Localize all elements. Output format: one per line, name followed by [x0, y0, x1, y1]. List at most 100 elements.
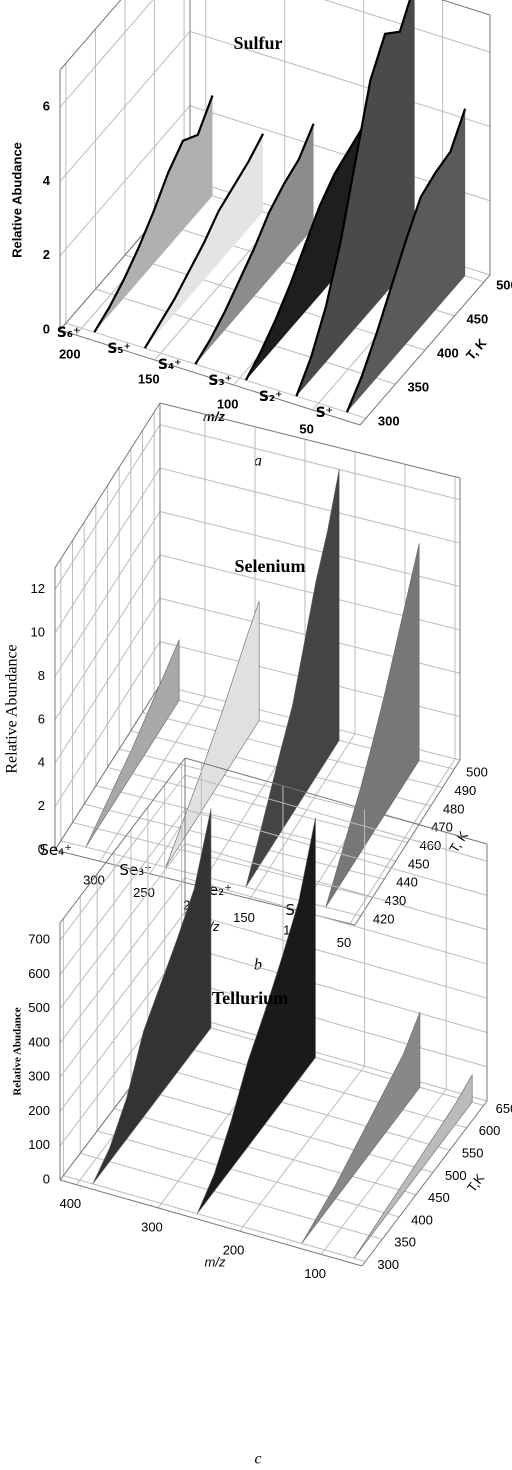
- chart-title: Tellurium: [212, 988, 288, 1008]
- axis-line: [54, 684, 161, 851]
- axis-line: [359, 274, 491, 426]
- z-tick-label: 430: [385, 893, 407, 908]
- axis-line: [361, 1100, 488, 1267]
- x-tick-label: 150: [233, 910, 255, 925]
- y-tick-label: 6: [43, 99, 50, 114]
- y-tick-label: 0: [43, 321, 50, 336]
- ribbon-edge: [244, 124, 366, 381]
- chart-title: Sulfur: [233, 33, 282, 53]
- ribbon: [92, 808, 212, 1185]
- z-tick-label: 480: [443, 801, 465, 816]
- x-tick-label: 200: [59, 346, 81, 361]
- grid-line: [65, 322, 367, 419]
- ribbon-edge: [93, 95, 214, 333]
- ribbon: [196, 817, 316, 1214]
- z-tick-label: 300: [378, 414, 400, 429]
- grid-line: [184, 980, 488, 1068]
- grid-line: [184, 774, 488, 862]
- ribbon-edge: [194, 123, 315, 365]
- series-label: S₆⁺: [57, 325, 81, 341]
- z-tick-label: 550: [462, 1145, 484, 1160]
- grid-line: [349, 758, 456, 925]
- axis-line: [440, 0, 491, 16]
- grid-line: [239, 1065, 365, 1232]
- ribbon: [245, 469, 340, 888]
- grid-line: [72, 822, 373, 898]
- z-tick-label: 400: [411, 1212, 433, 1227]
- z-tick-label: 450: [428, 1190, 450, 1205]
- series-label: S₅⁺: [107, 341, 131, 357]
- grid-line: [84, 803, 385, 880]
- series-label: S₃⁺: [208, 373, 232, 389]
- z-tick-label: 500: [496, 277, 512, 292]
- z-tick-label: 420: [373, 911, 395, 926]
- chart-panel: 0246810123002502001501005042043044045046…: [4, 402, 488, 974]
- axis-line: [59, 329, 361, 426]
- grid-line: [249, 733, 356, 900]
- z-tick-label: 490: [455, 783, 477, 798]
- y-axis-title: Relative Abudance: [9, 142, 24, 258]
- y-axis-title: Relative Abundance: [4, 644, 21, 773]
- y-tick-label: 300: [28, 1069, 50, 1084]
- z-tick-label: 470: [431, 820, 453, 835]
- z-tick-label: 300: [377, 1257, 399, 1272]
- y-tick-label: 400: [28, 1034, 50, 1049]
- y-tick-label: 6: [38, 711, 45, 726]
- grid-line: [159, 510, 461, 587]
- grid-line: [59, 911, 186, 1078]
- grid-line: [159, 424, 461, 501]
- series-label: S⁺: [316, 405, 333, 421]
- ribbon: [301, 1011, 421, 1244]
- z-tick-label: 500: [466, 765, 488, 780]
- z-tick-label: 440: [396, 875, 418, 890]
- z-tick-label: 350: [394, 1235, 416, 1250]
- grid-line: [184, 1014, 488, 1102]
- x-tick-label: 50: [337, 935, 351, 950]
- axis-line: [59, 757, 186, 924]
- y-tick-label: 2: [38, 798, 45, 813]
- series-label: Se₃⁺: [119, 861, 152, 879]
- axis-line: [159, 402, 461, 479]
- ribbon-edge: [295, 0, 412, 397]
- x-tick-label: 150: [138, 371, 160, 386]
- y-tick-label: 0: [43, 1171, 50, 1186]
- grid-line: [189, 30, 491, 127]
- grid-line: [320, 1089, 447, 1255]
- chart-panel: 0 2 4 6 200 150 100 50 300 350 400 450 500 Relative A…: [9, 0, 512, 470]
- z-tick-label: 450: [408, 856, 430, 871]
- z-axis-title: T, K: [463, 335, 490, 363]
- y-tick-label: 4: [38, 755, 45, 770]
- ribbon-edge: [143, 133, 265, 349]
- y-tick-label: 4: [43, 173, 51, 188]
- x-axis-title: m/z: [205, 1254, 226, 1269]
- x-tick-label: 100: [304, 1266, 326, 1281]
- axis-line: [54, 402, 161, 569]
- y-tick-label: 700: [28, 932, 50, 947]
- ribbon: [296, 0, 415, 397]
- grid-line: [59, 843, 186, 1009]
- y-tick-label: 600: [28, 966, 50, 981]
- grid-line: [184, 911, 488, 999]
- grid-line: [164, 1041, 467, 1129]
- y-tick-label: 100: [28, 1137, 50, 1152]
- grid-line: [184, 843, 488, 931]
- grid-line: [113, 1108, 417, 1196]
- ribbon: [353, 1073, 473, 1259]
- z-tick-label: 600: [479, 1123, 501, 1138]
- z-tick-label: 650: [496, 1101, 512, 1116]
- series-label: S₄⁺: [158, 357, 182, 373]
- grid-line: [95, 288, 396, 385]
- z-tick-label: 400: [437, 345, 459, 360]
- y-tick-label: 10: [31, 625, 45, 640]
- grid-line: [80, 1152, 383, 1240]
- grid-line: [59, 774, 186, 941]
- grid-line: [181, 1018, 484, 1106]
- grid-line: [323, 0, 491, 53]
- caption: c: [254, 1451, 261, 1468]
- x-tick-label: 200: [223, 1243, 245, 1258]
- grid-line: [99, 695, 206, 862]
- y-tick-label: 0: [38, 841, 45, 856]
- ribbon: [85, 639, 180, 848]
- caption: b: [254, 957, 262, 974]
